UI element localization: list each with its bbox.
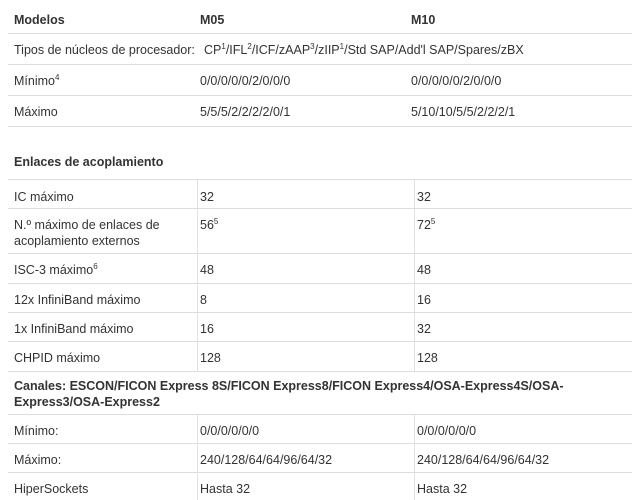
processor-types-label: Tipos de núcleos de procesador:	[14, 43, 195, 57]
max-m05: 5/5/5/2/2/2/2/0/1	[200, 105, 291, 119]
table-row: HiperSockets Hasta 32 Hasta 32	[8, 473, 632, 500]
header-models: Modelos	[14, 13, 65, 27]
max-label: Máximo	[14, 105, 58, 119]
row-m10: 16	[417, 293, 431, 307]
min-label: Mínimo4	[14, 72, 60, 88]
row-m05: 16	[200, 322, 214, 336]
row-label: N.º máximo de enlaces de acoplamiento ex…	[14, 218, 160, 248]
table-row: IC máximo 32 32	[8, 180, 632, 209]
table-row: 1x InfiniBand máximo 16 32	[8, 313, 632, 342]
row-m10: 48	[417, 263, 431, 277]
processor-min-row: Mínimo4 0/0/0/0/0/2/0/0/0 0/0/0/0/0/2/0/…	[8, 65, 632, 96]
pt-sup-1: 1	[221, 41, 226, 51]
row-label: Mínimo:	[14, 424, 59, 438]
pt-rest: /Std SAP/Add'l SAP/Spares/zBX	[344, 43, 524, 57]
pt-sup-2: 2	[247, 41, 252, 51]
col-divider-2	[414, 180, 415, 372]
row-m10: 725	[417, 216, 436, 232]
row-label: HiperSockets	[14, 482, 89, 496]
header-m05: M05	[200, 13, 225, 27]
max-m10: 5/10/10/5/5/2/2/2/1	[411, 105, 516, 119]
processor-types-value: CP1/IFL2/ICF/zAAP3/zIIP1/Std SAP/Add'l S…	[204, 42, 624, 58]
row-label: Máximo:	[14, 453, 62, 467]
row-label: IC máximo	[14, 190, 74, 204]
coupling-block	[8, 180, 632, 372]
row-m10: 0/0/0/0/0/0	[417, 424, 477, 438]
channels-block	[8, 415, 632, 500]
col-divider-1	[197, 415, 198, 500]
processor-max-row: Máximo 5/5/5/2/2/2/2/0/1 5/10/10/5/5/2/2…	[8, 96, 632, 127]
coupling-divider	[8, 179, 632, 180]
pt-icf: /ICF/zAAP	[251, 43, 311, 57]
col-divider-1	[197, 180, 198, 372]
row-m05: 0/0/0/0/0/0	[200, 424, 260, 438]
row-m05: 128	[200, 351, 221, 365]
row-m05: 8	[200, 293, 207, 307]
row-m10: 32	[417, 322, 431, 336]
row-label: 12x InfiniBand máximo	[14, 293, 141, 307]
table-row: CHPID máximo 128 128	[8, 342, 632, 372]
table-row: 12x InfiniBand máximo 8 16	[8, 284, 632, 313]
row-label: CHPID máximo	[14, 351, 101, 365]
pt-sup-3: 3	[310, 41, 315, 51]
pt-cp: CP	[204, 43, 222, 57]
table-row: ISC-3 máximo6 48 48	[8, 254, 632, 284]
pt-ifl: /IFL	[225, 43, 248, 57]
pt-ziip: /zIIP	[314, 43, 340, 57]
min-m10: 0/0/0/0/0/2/0/0/0	[411, 74, 502, 88]
channels-title-row: Canales: ESCON/FICON Express 8S/FICON Ex…	[8, 372, 632, 415]
row-label: 1x InfiniBand máximo	[14, 322, 134, 336]
row-m10: Hasta 32	[417, 482, 468, 496]
row-m05: 32	[200, 190, 214, 204]
row-m05: 240/128/64/64/96/64/32	[200, 453, 333, 467]
min-m05: 0/0/0/0/0/2/0/0/0	[200, 74, 291, 88]
processor-types-row: Tipos de núcleos de procesador: CP1/IFL2…	[8, 34, 632, 65]
pt-sup-4: 1	[339, 41, 345, 51]
row-m05: Hasta 32	[200, 482, 251, 496]
row-m05: 565	[200, 216, 219, 232]
row-m10: 128	[417, 351, 438, 365]
col-divider-2	[414, 415, 415, 500]
table-row: Mínimo: 0/0/0/0/0/0 0/0/0/0/0/0	[8, 415, 632, 444]
row-m10: 240/128/64/64/96/64/32	[417, 453, 550, 467]
row-m05: 48	[200, 263, 214, 277]
channels-section-title: Canales: ESCON/FICON Express 8S/FICON Ex…	[14, 379, 564, 409]
coupling-section-title: Enlaces de acoplamiento	[14, 155, 164, 169]
row-m10: 32	[417, 190, 431, 204]
table-header-row: Modelos M05 M10	[8, 6, 632, 34]
table-row: N.º máximo de enlaces de acoplamiento ex…	[8, 209, 632, 254]
row-label: ISC-3 máximo6	[14, 261, 98, 277]
header-m10: M10	[411, 13, 436, 27]
table-row: Máximo: 240/128/64/64/96/64/32 240/128/6…	[8, 444, 632, 473]
